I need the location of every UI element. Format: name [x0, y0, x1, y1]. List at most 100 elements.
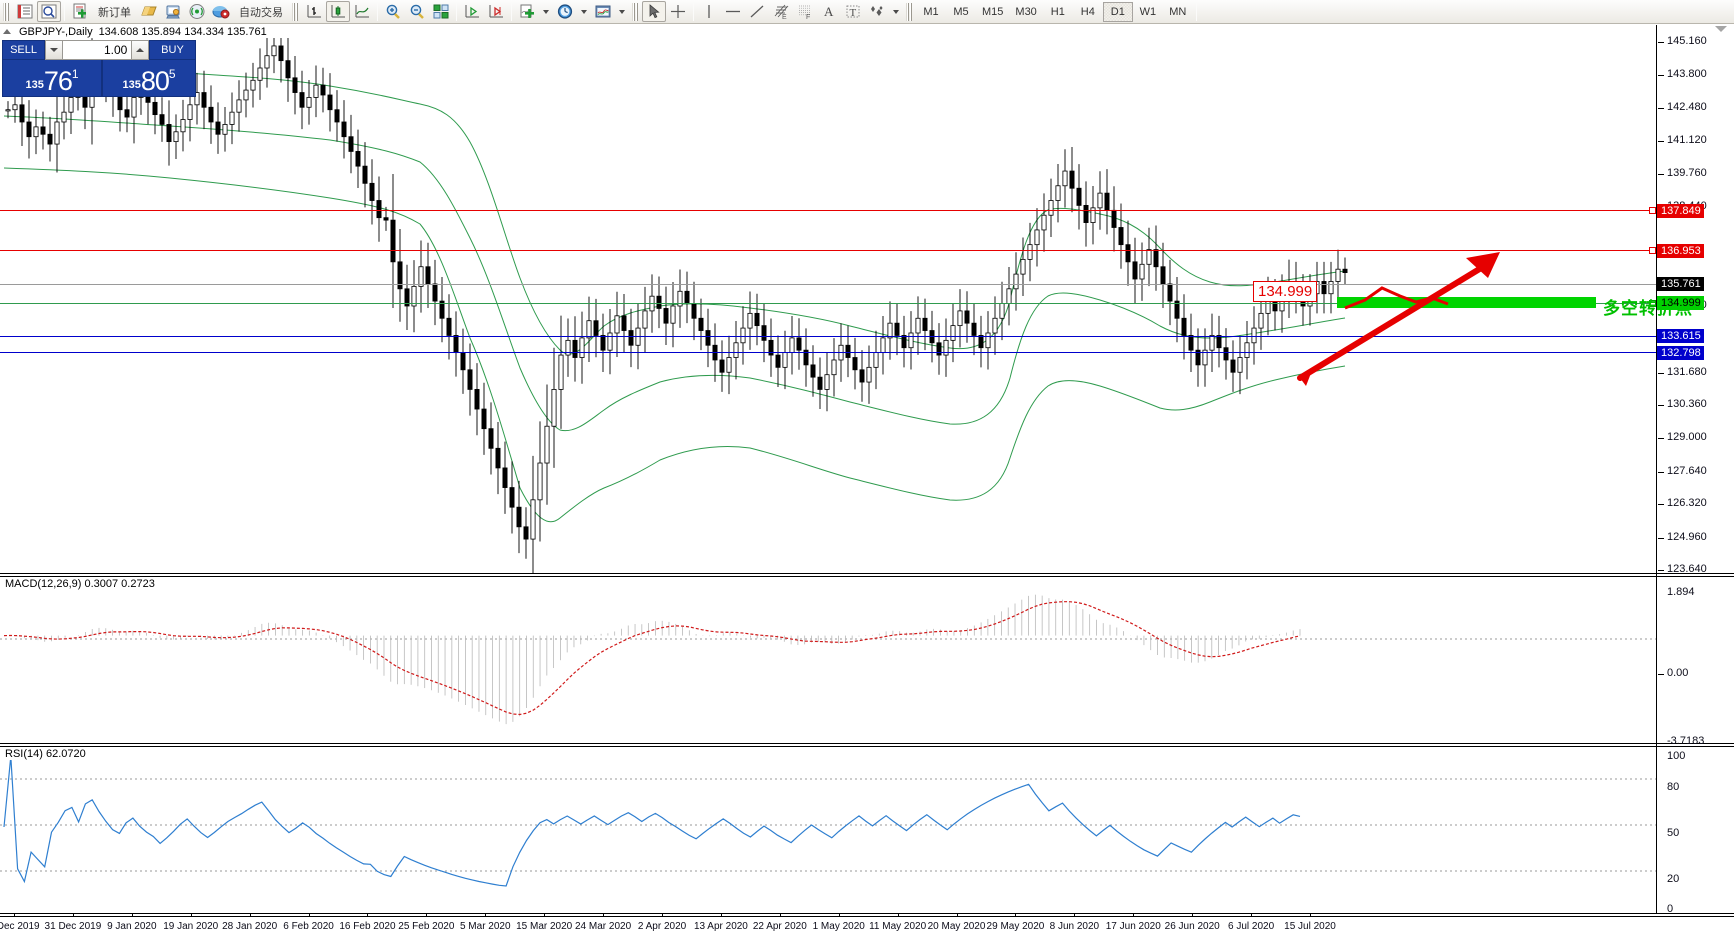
- rsi-axis-label: 50: [1667, 827, 1680, 839]
- date-axis-tick: [72, 913, 74, 917]
- candlestick-chart-icon[interactable]: [326, 1, 350, 22]
- navigator-icon[interactable]: [161, 1, 185, 22]
- buy-price-button[interactable]: 135 80 5: [102, 60, 196, 97]
- price-badge-resistance-line[interactable]: 136.953: [1657, 244, 1704, 258]
- price-badge-current-price[interactable]: 135.761: [1657, 277, 1704, 291]
- date-axis-tick: [249, 913, 251, 917]
- chevron-down-icon-indicator[interactable]: [543, 9, 549, 14]
- terminal-icon[interactable]: [13, 1, 37, 22]
- tab-timeframe-m5[interactable]: M5: [953, 5, 969, 18]
- bar-chart-icon[interactable]: [302, 1, 326, 22]
- macd-indicator-label: MACD(12,26,9) 0.3007 0.2723: [3, 578, 157, 590]
- price-badge-support-line[interactable]: 133.615: [1657, 329, 1704, 343]
- templates-icon[interactable]: [591, 1, 615, 22]
- date-axis-label: 6 Feb 2020: [283, 921, 334, 932]
- resistance-line-136953[interactable]: [0, 250, 1656, 251]
- current-price-line: [0, 284, 1656, 285]
- line-handle-136953[interactable]: [1649, 247, 1656, 254]
- text-icon[interactable]: T: [841, 1, 865, 22]
- chevron-down-icon-period[interactable]: [581, 9, 587, 14]
- sell-price-button[interactable]: 135 76 1: [2, 60, 102, 97]
- zoom-in-icon[interactable]: [381, 1, 405, 22]
- price-axis-tick: [1658, 75, 1664, 77]
- price-badge-resistance-line[interactable]: 137.849: [1657, 204, 1704, 218]
- price-chart-canvas: [3, 38, 1348, 574]
- shapes-icon[interactable]: [865, 1, 889, 22]
- rsi-axis-label: 0: [1667, 903, 1674, 915]
- market-watch-icon[interactable]: [37, 1, 61, 22]
- autotrading-icon[interactable]: [209, 1, 233, 22]
- equidistant-channel-icon[interactable]: E: [769, 1, 793, 22]
- tab-timeframe-h4[interactable]: H4: [1080, 5, 1095, 18]
- volume-increment-button[interactable]: [131, 40, 149, 60]
- chevron-down-icon-templates[interactable]: [619, 9, 625, 14]
- tab-timeframe-h1[interactable]: H1: [1050, 5, 1065, 18]
- price-badge-support-line[interactable]: 132.798: [1657, 346, 1704, 360]
- date-axis-tick: [485, 913, 487, 917]
- toolbar-grip-standard[interactable]: [3, 2, 10, 21]
- buy-button-label[interactable]: BUY: [148, 40, 196, 60]
- support-line-133615[interactable]: [0, 336, 1656, 337]
- chart-scroll-arrow-icon[interactable]: [1715, 26, 1727, 32]
- signals-icon[interactable]: [185, 1, 209, 22]
- price-axis-tick: [1658, 141, 1664, 143]
- date-axis-label: 28 Jan 2020: [222, 921, 278, 932]
- line-handle-137849[interactable]: [1649, 207, 1656, 214]
- tab-timeframe-m15[interactable]: M15: [982, 5, 1004, 18]
- autotrading-button[interactable]: 自动交易: [239, 6, 283, 19]
- tile-windows-icon[interactable]: [429, 1, 453, 22]
- support-line-132798[interactable]: [0, 352, 1656, 353]
- rsi-pane[interactable]: [0, 746, 1734, 913]
- macd-pane[interactable]: [0, 576, 1734, 744]
- price-badge-pivot-line[interactable]: 134.999: [1657, 296, 1704, 310]
- date-axis-label: 17 Jun 2020: [1105, 921, 1161, 932]
- trendline-icon[interactable]: [745, 1, 769, 22]
- date-axis-label: 20 May 2020: [927, 921, 986, 932]
- shift-end-icon[interactable]: [484, 1, 508, 22]
- zoom-out-icon[interactable]: [405, 1, 429, 22]
- chart-ohlc-values: 134.608 135.894 134.334 135.761: [98, 25, 267, 38]
- tab-timeframe-w1[interactable]: W1: [1139, 5, 1157, 18]
- period-clock-icon[interactable]: [553, 1, 577, 22]
- date-axis-label: 15 Jul 2020: [1284, 921, 1336, 932]
- price-axis-tick: [1658, 537, 1664, 539]
- text-label-icon[interactable]: A: [817, 1, 841, 22]
- toolbar-grip-charts[interactable]: [292, 2, 299, 21]
- line-handle-134999[interactable]: [1649, 300, 1656, 307]
- collapse-triangle-icon[interactable]: [3, 29, 11, 34]
- pivot-line-134999[interactable]: [0, 303, 1656, 304]
- volume-input[interactable]: 1.00: [62, 40, 132, 60]
- new-order-icon[interactable]: [68, 1, 92, 22]
- price-axis-label: 141.120: [1667, 134, 1707, 147]
- tab-timeframe-d1[interactable]: D1: [1102, 1, 1133, 22]
- toolbar-grip-timeframes[interactable]: [906, 2, 913, 21]
- one-click-trading-panel[interactable]: SELL 1.00 BUY 135 76 1 135 80 5: [2, 40, 196, 97]
- tab-timeframe-m1[interactable]: M1: [923, 5, 939, 18]
- tab-timeframe-m30[interactable]: M30: [1015, 5, 1037, 18]
- main-toolbar: 新订单 自动交易: [0, 0, 1734, 24]
- sell-button-label[interactable]: SELL: [2, 40, 46, 60]
- date-axis-line-bottom: [0, 916, 1734, 917]
- folder-icon[interactable]: [137, 1, 161, 22]
- chevron-down-icon-shapes[interactable]: [893, 9, 899, 14]
- vertical-line-icon[interactable]: [697, 1, 721, 22]
- rsi-axis-label: 20: [1667, 873, 1680, 885]
- line-chart-icon[interactable]: [350, 1, 374, 22]
- price-chart-pane[interactable]: [0, 38, 1734, 574]
- crosshair-icon[interactable]: [666, 1, 690, 22]
- toolbar-grip-drawing[interactable]: [632, 2, 639, 21]
- tab-timeframe-mn[interactable]: MN: [1169, 5, 1187, 18]
- svg-text:T: T: [850, 7, 857, 19]
- new-order-button[interactable]: 新订单: [98, 6, 131, 19]
- volume-decrement-button[interactable]: [45, 40, 63, 60]
- macd-canvas: [0, 594, 1656, 725]
- horizontal-line-icon[interactable]: [721, 1, 745, 22]
- fibonacci-icon[interactable]: F: [793, 1, 817, 22]
- date-axis-tick: [544, 913, 546, 917]
- shift-start-icon[interactable]: [460, 1, 484, 22]
- add-indicator-icon[interactable]: [515, 1, 539, 22]
- price-axis-label: 123.640: [1667, 563, 1707, 575]
- resistance-line-137849[interactable]: [0, 210, 1656, 211]
- date-axis-label: 19 Jan 2020: [163, 921, 219, 932]
- cursor-icon[interactable]: [642, 1, 666, 22]
